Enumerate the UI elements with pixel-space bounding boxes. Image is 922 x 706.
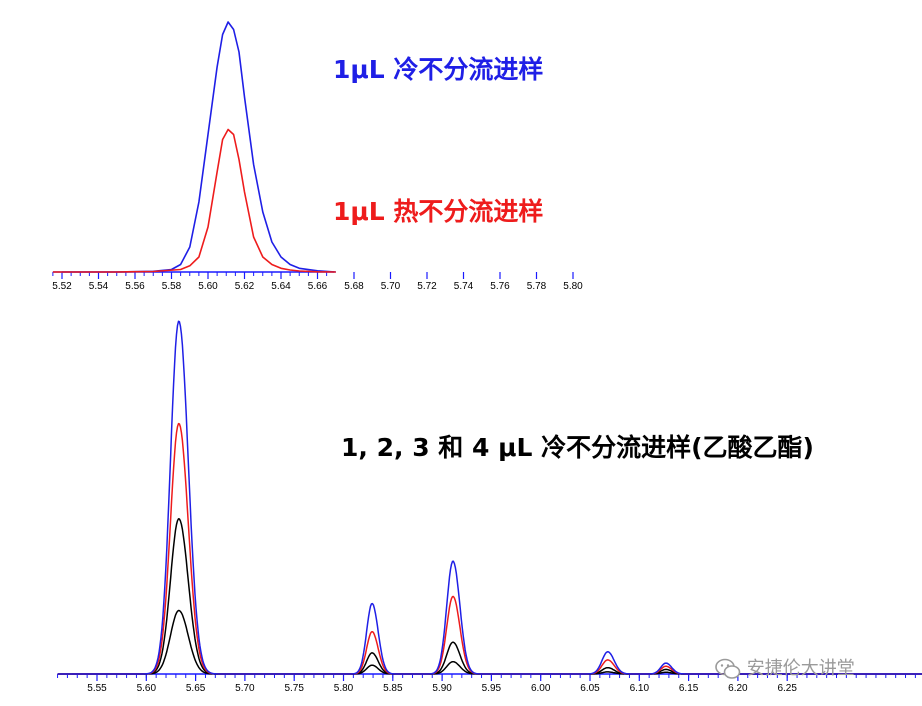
top-chromatogram: 5.52 5.54 5.56 5.58 5.60 5.62 5.64 5.66 5.68 5.70…	[52, 21, 583, 292]
watermark-text: 安捷伦大讲堂	[746, 658, 855, 679]
x-tick-label: 5.55	[87, 683, 107, 694]
x-tick-label: 5.60	[137, 683, 157, 694]
x-tick-label: 6.15	[679, 683, 699, 694]
x-tick-label: 5.54	[89, 281, 109, 292]
x-tick-label: 5.74	[454, 281, 474, 292]
x-tick-label: 5.66	[308, 281, 328, 292]
x-tick-label: 5.95	[482, 683, 502, 694]
x-tick-label: 6.05	[580, 683, 600, 694]
cold-trace-line	[52, 21, 336, 273]
x-tick-label: 5.70	[235, 683, 255, 694]
hot-trace-line	[52, 128, 336, 273]
bottom-chromatogram: 5.55 5.60 5.65 5.70 5.75 5.80 5.85 5.90 5.95 6.00…	[57, 320, 922, 694]
x-tick-label: 5.85	[383, 683, 403, 694]
x-tick-label: 5.90	[432, 683, 452, 694]
x-tick-label: 6.10	[630, 683, 650, 694]
injection-trace-2	[57, 518, 922, 675]
x-tick-label: 5.72	[417, 281, 437, 292]
x-tick-label: 5.70	[381, 281, 401, 292]
x-tick-label: 5.64	[271, 281, 291, 292]
x-tick-label: 5.65	[186, 683, 206, 694]
x-tick-label: 5.56	[125, 281, 145, 292]
x-tick-label: 5.75	[284, 683, 304, 694]
watermark: 安捷伦大讲堂	[715, 654, 855, 680]
x-tick-label: 5.76	[490, 281, 510, 292]
x-tick-label: 5.80	[563, 281, 583, 292]
injection-trace-4	[57, 320, 922, 675]
x-tick-label: 5.62	[235, 281, 255, 292]
x-tick-label: 6.25	[777, 683, 797, 694]
x-tick-label: 5.78	[527, 281, 547, 292]
bottom-chart-label: 1, 2, 3 和 4 μL 冷不分流进样(乙酸乙酯)	[341, 433, 814, 462]
x-tick-label: 6.00	[531, 683, 551, 694]
x-tick-label: 5.60	[198, 281, 218, 292]
top-cold-label: 1μL 冷不分流进样	[333, 55, 544, 84]
x-tick-label: 6.20	[728, 683, 748, 694]
wechat-logo-icon	[715, 658, 741, 679]
x-tick-label: 5.58	[162, 281, 182, 292]
x-tick-label: 5.80	[334, 683, 354, 694]
x-tick-label: 5.68	[344, 281, 364, 292]
top-hot-label: 1μL 热不分流进样	[333, 197, 544, 226]
x-tick-label: 5.52	[52, 281, 72, 292]
